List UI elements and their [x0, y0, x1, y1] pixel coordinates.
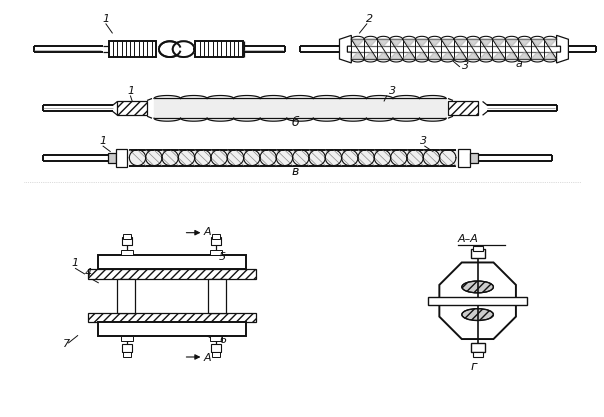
Polygon shape [352, 52, 364, 59]
Text: 6: 6 [219, 335, 226, 345]
Text: г: г [471, 360, 477, 373]
Polygon shape [364, 39, 377, 46]
Polygon shape [129, 150, 456, 166]
Polygon shape [159, 41, 181, 57]
Polygon shape [173, 41, 194, 57]
Bar [123, 344, 132, 352]
Bar [473, 246, 483, 251]
Bar [428, 297, 527, 305]
Text: 3: 3 [420, 136, 428, 146]
Polygon shape [492, 39, 506, 46]
Text: 2: 2 [365, 13, 373, 23]
Polygon shape [339, 35, 352, 63]
Polygon shape [403, 52, 416, 59]
Polygon shape [428, 39, 441, 46]
Polygon shape [403, 39, 416, 46]
Polygon shape [544, 39, 556, 46]
Polygon shape [352, 39, 364, 46]
Text: 1: 1 [100, 136, 107, 146]
Polygon shape [492, 52, 506, 59]
Text: 4: 4 [85, 268, 92, 278]
Bar [118, 279, 135, 313]
Text: в: в [291, 166, 299, 178]
Bar [118, 101, 147, 115]
Bar [109, 41, 156, 57]
Ellipse shape [462, 309, 493, 321]
Bar [121, 251, 133, 255]
Bar [210, 251, 222, 255]
Polygon shape [441, 39, 454, 46]
Text: 5: 5 [219, 252, 226, 262]
Text: а: а [516, 59, 522, 69]
Text: 3: 3 [389, 85, 396, 95]
Polygon shape [544, 52, 556, 59]
Polygon shape [518, 52, 531, 59]
Polygon shape [377, 39, 390, 46]
Bar [121, 336, 133, 341]
Bar [123, 234, 131, 239]
Polygon shape [518, 39, 531, 46]
Polygon shape [467, 52, 480, 59]
Polygon shape [428, 52, 441, 59]
Polygon shape [390, 39, 403, 46]
Polygon shape [390, 52, 403, 59]
Polygon shape [377, 52, 390, 59]
Text: 1: 1 [71, 258, 79, 268]
Polygon shape [506, 39, 518, 46]
Bar [88, 269, 255, 279]
Ellipse shape [462, 281, 493, 293]
Bar [196, 41, 243, 57]
Polygon shape [556, 35, 568, 63]
Polygon shape [454, 39, 467, 46]
Bar [212, 234, 220, 239]
Polygon shape [480, 39, 492, 46]
Bar [98, 322, 246, 336]
Polygon shape [416, 39, 428, 46]
Polygon shape [531, 52, 544, 59]
Bar [470, 153, 478, 163]
Polygon shape [416, 52, 428, 59]
Bar [88, 313, 255, 322]
Polygon shape [506, 52, 518, 59]
Bar [212, 352, 220, 357]
Text: 7: 7 [63, 339, 70, 349]
Text: б: б [291, 116, 299, 129]
Bar [471, 343, 484, 352]
Bar [458, 149, 470, 166]
Polygon shape [454, 52, 467, 59]
Bar [208, 279, 226, 313]
Text: 1: 1 [102, 13, 109, 23]
Bar [108, 153, 115, 163]
Bar [98, 255, 246, 269]
Text: 1: 1 [127, 85, 135, 95]
Polygon shape [467, 39, 480, 46]
Bar [210, 336, 222, 341]
Bar [123, 352, 131, 357]
Text: 3: 3 [462, 61, 469, 71]
Polygon shape [173, 41, 194, 57]
Text: А: А [204, 227, 211, 236]
Polygon shape [480, 52, 492, 59]
Polygon shape [364, 52, 377, 59]
Bar [471, 249, 484, 258]
Polygon shape [531, 39, 544, 46]
Bar [473, 352, 483, 357]
Bar [211, 236, 221, 244]
Bar [211, 344, 221, 352]
Text: А: А [204, 353, 211, 363]
Bar [123, 236, 132, 244]
Polygon shape [439, 262, 516, 339]
Text: А–А: А–А [458, 234, 479, 244]
Bar [448, 101, 478, 115]
Polygon shape [441, 52, 454, 59]
Bar [115, 149, 127, 166]
